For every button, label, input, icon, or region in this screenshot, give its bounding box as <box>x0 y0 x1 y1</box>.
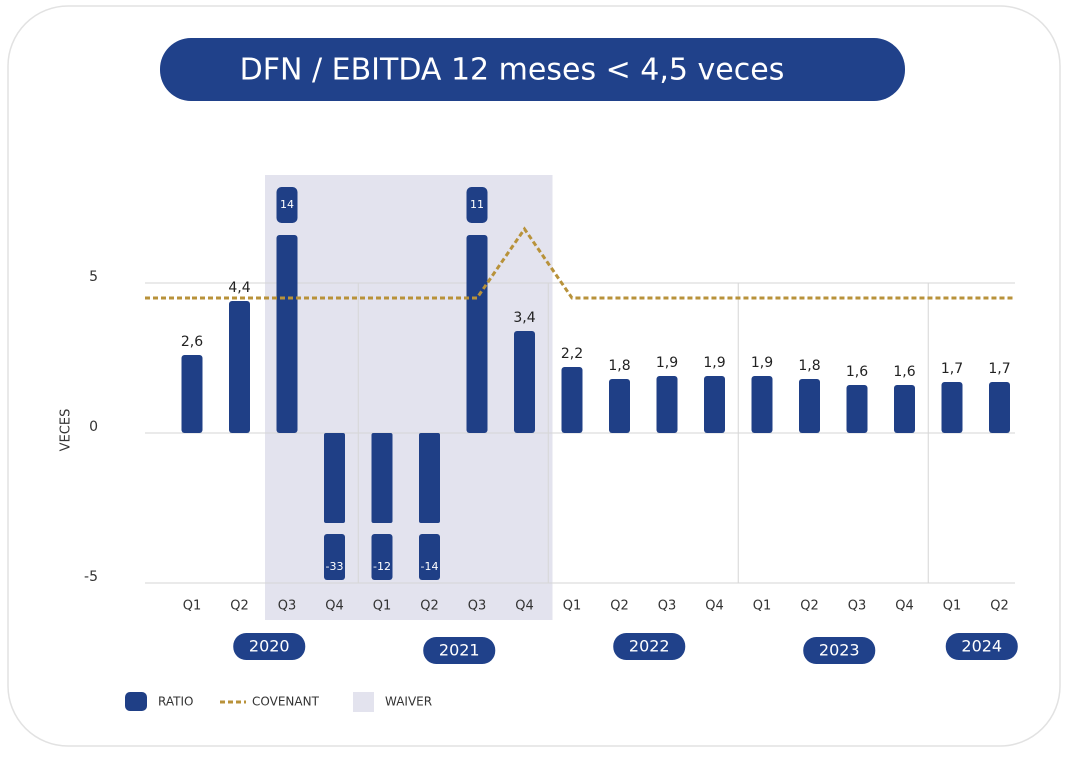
waiver-band <box>265 175 553 620</box>
bar <box>181 355 203 433</box>
year-pill <box>423 637 496 664</box>
value-label: 11 <box>470 198 484 211</box>
bar <box>751 376 773 433</box>
covenant-line <box>192 226 1000 300</box>
x-tick-label: Q1 <box>943 599 962 614</box>
x-tick-label: Q1 <box>183 599 202 614</box>
bar <box>609 379 630 433</box>
bar <box>276 235 298 433</box>
year-pill <box>613 633 686 660</box>
x-tick-label: Q2 <box>990 599 1009 614</box>
x-tick-label: Q1 <box>373 599 392 614</box>
year-label: 2023 <box>819 641 860 660</box>
year-label: 2024 <box>961 637 1002 656</box>
bar-break-cap <box>419 534 440 580</box>
bar <box>894 385 915 433</box>
bar <box>466 235 488 433</box>
y-tick-label: 0 <box>89 419 98 435</box>
chart-title: DFN / EBITDA 12 meses < 4,5 veces <box>240 53 785 88</box>
bar-break-cap <box>371 534 393 580</box>
y-tick-label: 5 <box>89 269 98 285</box>
bar-break-cap <box>324 534 345 580</box>
title-pill <box>160 38 905 101</box>
bar <box>324 433 345 523</box>
bar-break-cap <box>276 187 298 223</box>
bar <box>989 382 1010 433</box>
bar <box>656 376 678 433</box>
bar <box>704 376 725 433</box>
legend-swatch <box>353 692 374 712</box>
bar <box>419 433 440 523</box>
bar-break-cap <box>466 187 488 223</box>
x-tick-label: Q2 <box>800 599 819 614</box>
year-label: 2021 <box>439 641 480 660</box>
bar <box>229 301 250 433</box>
y-tick-label: -5 <box>84 569 98 585</box>
bar <box>941 382 963 433</box>
bar <box>799 379 820 433</box>
legend-label: RATIO <box>158 695 193 709</box>
year-pill <box>233 633 306 660</box>
y-axis-label: VECES <box>59 409 74 452</box>
value-label: 2,6 <box>181 334 203 350</box>
x-tick-label: Q4 <box>515 599 534 614</box>
x-tick-label: Q3 <box>278 599 297 614</box>
x-tick-label: Q2 <box>230 599 249 614</box>
x-tick-label: Q3 <box>468 599 487 614</box>
year-label: 2020 <box>249 637 290 656</box>
legend-label: COVENANT <box>252 695 320 709</box>
bar <box>561 367 583 433</box>
value-label: 1,9 <box>656 355 678 371</box>
value-label: 1,8 <box>608 358 630 374</box>
bar <box>846 385 868 433</box>
value-label: 1,7 <box>988 361 1010 377</box>
value-label: -33 <box>326 560 344 573</box>
bar <box>371 433 393 523</box>
x-tick-label: Q2 <box>420 599 439 614</box>
value-label: 4,4 <box>228 280 250 296</box>
year-pill <box>803 637 876 664</box>
bar <box>514 331 535 433</box>
value-label: 1,6 <box>846 364 868 380</box>
x-tick-label: Q4 <box>705 599 724 614</box>
x-tick-label: Q1 <box>753 599 772 614</box>
year-pill <box>945 633 1018 660</box>
value-label: 1,6 <box>893 364 915 380</box>
value-label: 1,8 <box>798 358 820 374</box>
value-label: 14 <box>280 198 294 211</box>
x-tick-label: Q1 <box>563 599 582 614</box>
value-label: -12 <box>373 560 391 573</box>
value-label: -14 <box>421 560 439 573</box>
x-tick-label: Q3 <box>658 599 677 614</box>
x-tick-label: Q4 <box>325 599 344 614</box>
value-label: 2,2 <box>561 346 583 362</box>
x-tick-label: Q3 <box>848 599 867 614</box>
value-label: 1,9 <box>751 355 773 371</box>
legend-swatch <box>125 692 147 711</box>
x-tick-label: Q4 <box>895 599 914 614</box>
value-label: 1,9 <box>703 355 725 371</box>
value-label: 3,4 <box>513 310 535 326</box>
year-label: 2022 <box>629 637 670 656</box>
x-tick-label: Q2 <box>610 599 629 614</box>
value-label: 1,7 <box>941 361 963 377</box>
legend-label: WAIVER <box>385 695 432 709</box>
